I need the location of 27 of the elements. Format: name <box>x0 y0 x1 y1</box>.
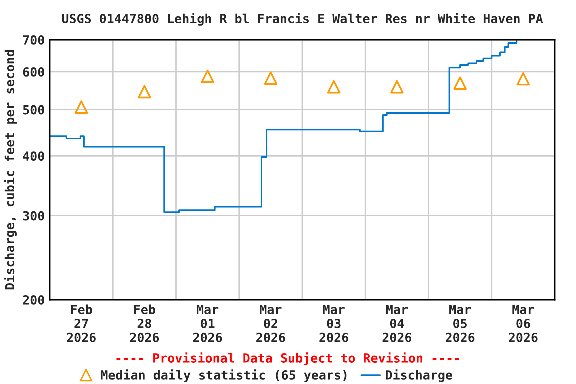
point <box>454 76 467 90</box>
point <box>264 72 278 85</box>
x-tick-label: Mar 06 2026 <box>509 305 538 342</box>
x-tick-label: Mar 05 2026 <box>446 305 475 342</box>
point <box>138 85 152 99</box>
y-tick-label: 200 <box>23 295 44 305</box>
legend-label: Discharge <box>386 370 452 382</box>
y-tick-label: 500 <box>23 105 44 115</box>
y-tick-label: 400 <box>23 152 44 162</box>
point <box>327 80 341 94</box>
point <box>74 100 88 114</box>
x-tick-label: Feb 28 2026 <box>130 304 160 342</box>
legend-label: Median daily statistic (65 years) <box>101 370 347 382</box>
y-axis-title: Discharge, cubic feet per second <box>4 50 18 290</box>
y-tick-label: 700 <box>23 35 44 45</box>
y-tick-label: 600 <box>23 67 44 77</box>
point <box>390 80 404 94</box>
x-tick-label: Feb 27 2026 <box>67 304 96 342</box>
chart-title: USGS 01447800 Lehigh R bl Francis E Walter Res nr White Haven PA <box>62 13 544 26</box>
point <box>516 72 530 86</box>
point <box>201 70 214 84</box>
x-tick-label: Mar 02 2026 <box>256 305 286 342</box>
x-tick-label: Mar 03 2026 <box>320 305 348 342</box>
x-tick-label: Mar 01 2026 <box>193 305 222 342</box>
x-tick-label: Mar 04 2026 <box>382 305 412 342</box>
y-tick-label: 300 <box>23 211 44 221</box>
text: ---- Provisional Data Subject to Revision ---- <box>116 352 460 366</box>
